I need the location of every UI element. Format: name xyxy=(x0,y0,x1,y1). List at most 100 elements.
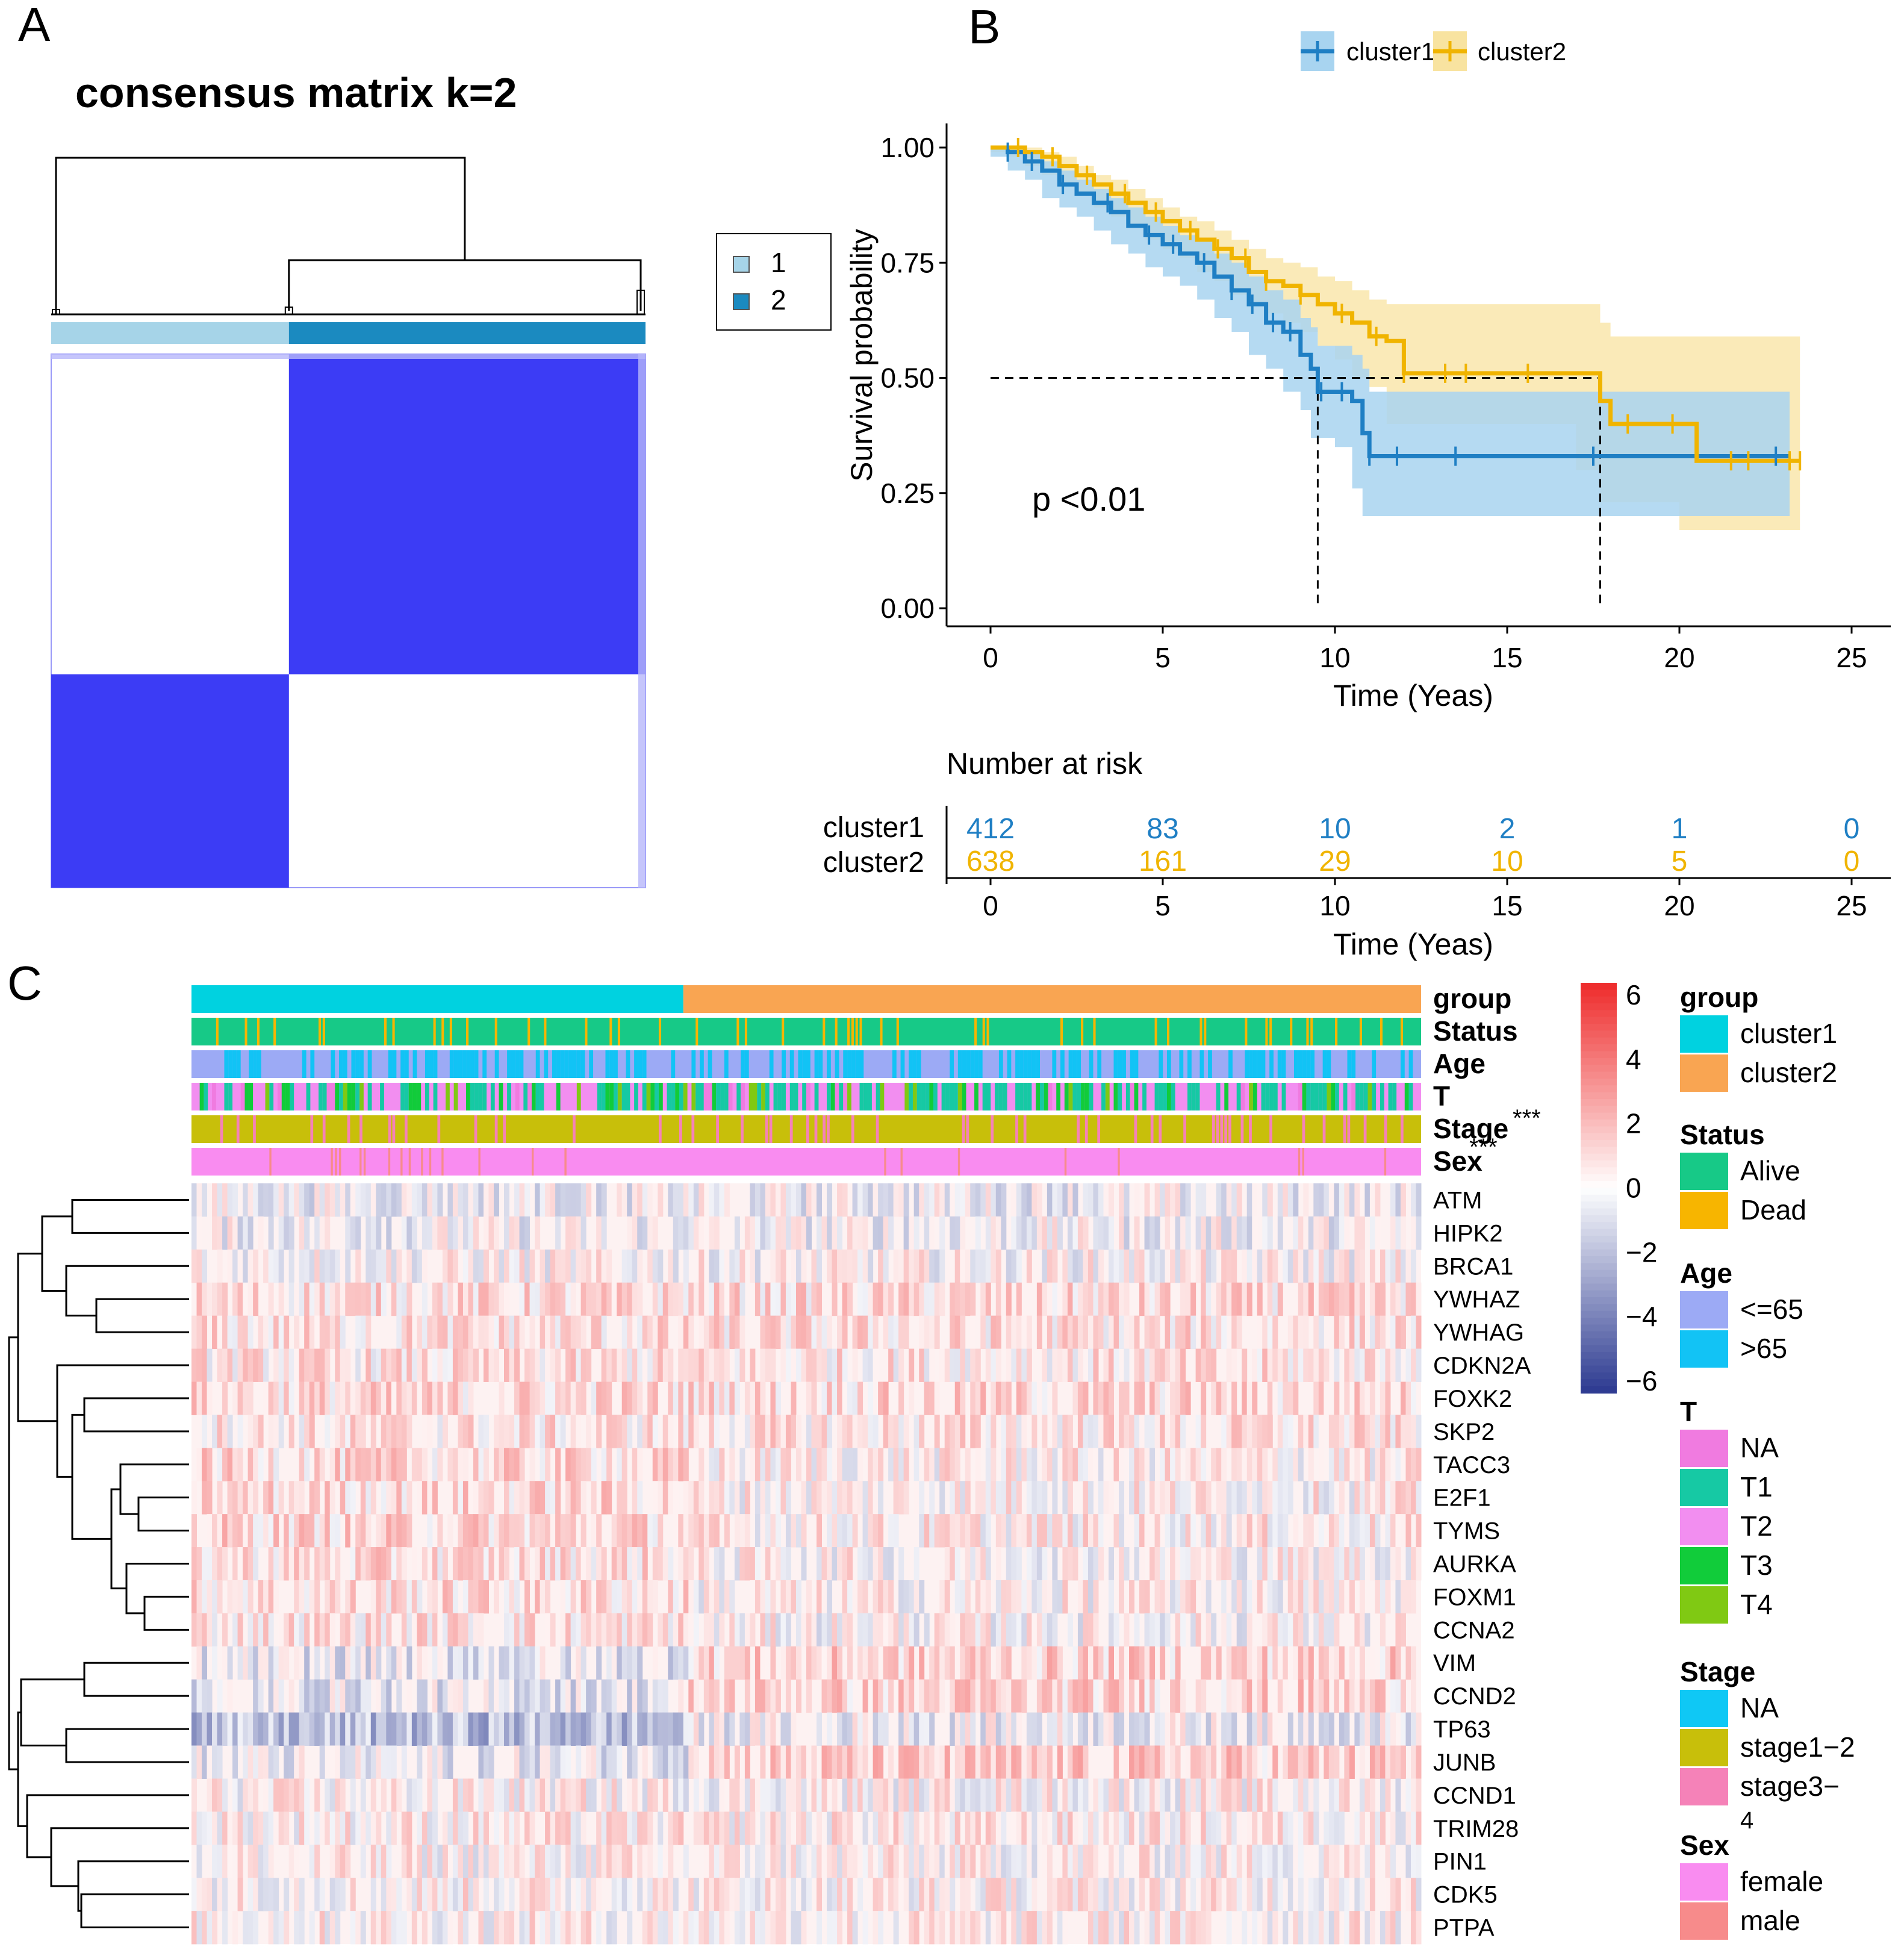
heatmap-cell xyxy=(591,1448,597,1481)
track-sex-cell xyxy=(359,1148,362,1176)
heatmap-cell xyxy=(780,1911,786,1945)
heatmap-cell xyxy=(304,1315,310,1350)
heatmap-cell xyxy=(868,1249,874,1283)
heatmap-cell xyxy=(504,1580,510,1614)
track-sex-cell xyxy=(331,1148,333,1176)
heatmap-cell xyxy=(944,1778,950,1812)
heatmap-cell xyxy=(1103,1514,1109,1548)
heatmap-cell xyxy=(1021,1811,1027,1845)
heatmap-cell xyxy=(207,1679,213,1713)
heatmap-cell xyxy=(222,1911,228,1945)
heatmap-cell xyxy=(868,1315,874,1350)
heatmap-cell xyxy=(1093,1183,1099,1217)
heatmap-cell xyxy=(1303,1613,1309,1647)
heatmap-cell xyxy=(898,1381,904,1415)
heatmap-cell xyxy=(202,1679,208,1713)
heatmap-cell xyxy=(1190,1613,1196,1647)
heatmap-cell xyxy=(734,1811,740,1845)
heatmap-cell xyxy=(273,1580,279,1614)
heatmap-cell xyxy=(1083,1646,1089,1680)
track-age-cell xyxy=(769,1050,774,1078)
heatmap-cell xyxy=(1257,1712,1263,1746)
heatmap-cell xyxy=(1160,1348,1166,1382)
heatmap-cell xyxy=(775,1183,781,1217)
heatmap-cell xyxy=(642,1613,648,1647)
heatmap-cell xyxy=(432,1712,438,1746)
heatmap-cell xyxy=(1067,1514,1073,1548)
heatmap-cell xyxy=(1324,1282,1330,1316)
heatmap-cell xyxy=(1031,1580,1038,1614)
heatmap-cell xyxy=(1021,1646,1027,1680)
track-stage-cell xyxy=(236,1115,240,1143)
track-status-cell xyxy=(1310,1018,1313,1045)
heatmap-cell xyxy=(1139,1381,1145,1415)
heatmap-cell xyxy=(965,1348,971,1382)
heatmap-cell xyxy=(617,1778,623,1812)
km-y-axis-label: Survival probability xyxy=(845,229,879,482)
heatmap-cell xyxy=(1252,1481,1258,1515)
heatmap-cell xyxy=(944,1845,950,1878)
heatmap-cell xyxy=(1324,1745,1330,1779)
heatmap-cell xyxy=(1293,1448,1299,1481)
track-sex-cell xyxy=(1298,1148,1301,1176)
heatmap-cell xyxy=(642,1216,648,1250)
heatmap-cell xyxy=(1150,1679,1156,1713)
heatmap-cell xyxy=(1062,1282,1068,1316)
heatmap-cell xyxy=(770,1613,776,1647)
heatmap-cell xyxy=(217,1811,223,1845)
heatmap-cell xyxy=(1083,1679,1089,1713)
heatmap-cell xyxy=(1354,1448,1360,1481)
heatmap-cell xyxy=(529,1348,535,1382)
heatmap-cell xyxy=(335,1911,341,1945)
heatmap-cell xyxy=(724,1580,730,1614)
heatmap-cell xyxy=(1083,1845,1089,1878)
heatmap-cell xyxy=(1349,1183,1355,1217)
heatmap-cell xyxy=(499,1778,505,1812)
heatmap-cell xyxy=(1011,1745,1017,1779)
heatmap-cell xyxy=(970,1745,976,1779)
heatmap-cell xyxy=(278,1183,284,1217)
heatmap-cell xyxy=(299,1745,305,1779)
track-sex-base xyxy=(191,1148,1421,1176)
heatmap-cell xyxy=(284,1911,290,1945)
heatmap-cell xyxy=(222,1216,228,1250)
heatmap-cell xyxy=(980,1911,986,1945)
heatmap-cell xyxy=(478,1448,484,1481)
heatmap-cell xyxy=(340,1613,346,1647)
heatmap-cell xyxy=(596,1547,602,1581)
heatmap-cell xyxy=(954,1712,960,1746)
heatmap-cell xyxy=(662,1712,668,1746)
heatmap-cell xyxy=(1180,1547,1186,1581)
track-age-cell xyxy=(1134,1050,1139,1078)
track-age-cell xyxy=(708,1050,712,1078)
heatmap-cell xyxy=(237,1712,243,1746)
panel-label-b: B xyxy=(968,0,1000,54)
heatmap-cell xyxy=(576,1845,582,1878)
heatmap-cell xyxy=(483,1679,489,1713)
heatmap-cell xyxy=(1180,1249,1186,1283)
heatmap-cell xyxy=(709,1415,715,1448)
heatmap-cell xyxy=(821,1613,827,1647)
heatmap-cell xyxy=(335,1448,341,1481)
track-status-cell xyxy=(1093,1018,1096,1045)
heatmap-cell xyxy=(1042,1845,1048,1878)
heatmap-cell xyxy=(222,1712,228,1746)
heatmap-cell xyxy=(801,1348,807,1382)
heatmap-cell xyxy=(1047,1712,1053,1746)
heatmap-cell xyxy=(995,1547,1001,1581)
heatmap-cell xyxy=(325,1249,331,1283)
heatmap-cell xyxy=(1077,1745,1083,1779)
heatmap-cell xyxy=(770,1514,776,1548)
heatmap-cell xyxy=(617,1514,623,1548)
cluster-bar-2 xyxy=(288,322,646,344)
heatmap-cell xyxy=(1083,1415,1089,1448)
heatmap-cell xyxy=(1042,1415,1048,1448)
heatmap-cell xyxy=(576,1811,582,1845)
heatmap-cell xyxy=(1395,1580,1401,1614)
heatmap-cell xyxy=(1077,1712,1083,1746)
heatmap-cell xyxy=(1052,1481,1058,1515)
heatmap-cell xyxy=(780,1315,786,1350)
heatmap-cell xyxy=(1242,1745,1248,1779)
heatmap-cell xyxy=(709,1646,715,1680)
track-t-cell xyxy=(1322,1083,1327,1110)
